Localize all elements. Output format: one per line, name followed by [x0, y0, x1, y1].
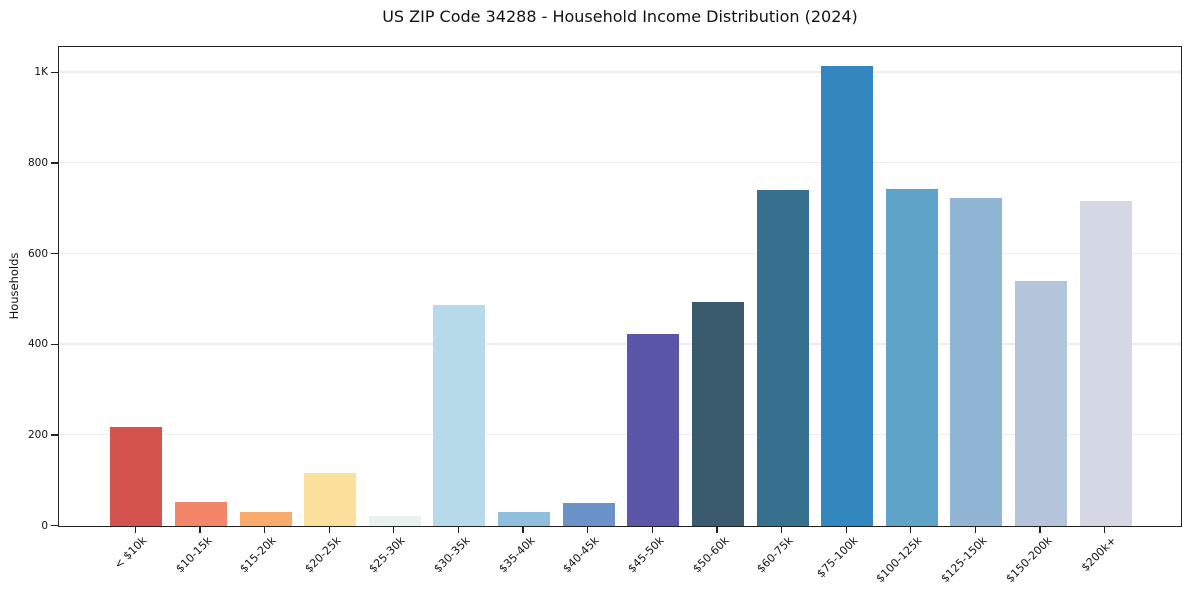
x-tick-label: $30-35k [431, 534, 473, 576]
x-tick-mark [134, 527, 136, 533]
bar-25-30k [368, 516, 421, 526]
y-tick-label: 600 [27, 247, 48, 260]
x-tick-mark [457, 527, 460, 533]
x-tick-label: $75-100k [814, 534, 861, 581]
x-tick-mark [328, 527, 330, 533]
y-tick-mark [51, 525, 58, 527]
x-tick-label: $15-20k [237, 534, 279, 576]
x-tick-mark [199, 527, 201, 533]
gridline-600 [59, 252, 1181, 255]
bar-60-75k [756, 190, 809, 526]
y-tick-mark [51, 162, 58, 164]
y-tick-mark [51, 253, 58, 255]
gridline-800 [59, 162, 1181, 164]
bar-200k+ [1079, 201, 1132, 526]
x-tick-label: $20-25k [302, 534, 344, 576]
x-tick-label: $25-30k [366, 534, 409, 576]
x-tick-label: $45-50k [625, 534, 667, 576]
x-tick-label: $60-75k [754, 534, 796, 576]
x-tick-label: $40-45k [560, 534, 602, 576]
bar-75-100k [821, 65, 874, 526]
x-tick-label: $150-200k [1003, 534, 1055, 586]
x-tick-mark [974, 527, 977, 533]
x-tick-mark [393, 527, 395, 533]
bar-125-150k [950, 198, 1003, 526]
plot-area [58, 46, 1182, 527]
bar-20-25k [304, 473, 357, 526]
y-tick-label: 0 [41, 519, 48, 532]
x-tick-mark [1039, 527, 1041, 533]
bar-35-40k [498, 511, 551, 526]
x-tick-label: $10-15k [172, 534, 215, 576]
y-tick-label: 1K [34, 66, 48, 79]
gridline-200 [59, 434, 1181, 436]
y-axis-label: Households [7, 252, 21, 320]
x-tick-mark [522, 527, 524, 533]
bar-50-60k [691, 302, 744, 526]
x-tick-label: $200k+ [1078, 534, 1119, 575]
y-tick-label: 200 [27, 428, 48, 441]
bar-10k [110, 426, 163, 526]
x-tick-mark [780, 527, 783, 533]
bar-10-15k [174, 501, 227, 526]
x-tick-label: $50-60k [689, 534, 732, 576]
gridline-1000 [59, 71, 1181, 73]
bar-15-20k [239, 511, 292, 526]
x-tick-label: $100-125k [873, 534, 926, 586]
x-tick-label: $125-150k [938, 534, 990, 586]
x-tick-label: $35-40k [495, 534, 538, 576]
y-tick-mark [51, 71, 58, 73]
bar-40-45k [562, 503, 615, 526]
y-tick-mark [51, 434, 58, 436]
chart-title: US ZIP Code 34288 - Household Income Dis… [382, 7, 858, 26]
x-tick-mark [845, 527, 847, 533]
bar-30-35k [433, 304, 486, 526]
bar-100-125k [885, 188, 938, 526]
gridline-400 [59, 343, 1181, 345]
x-tick-mark [587, 527, 589, 533]
x-tick-mark [263, 527, 266, 533]
y-tick-label: 400 [27, 338, 48, 351]
x-tick-label: < $10k [111, 534, 150, 572]
bar-150-200k [1015, 281, 1068, 526]
bar-45-50k [627, 334, 680, 526]
x-tick-mark [1104, 527, 1106, 533]
x-tick-mark [716, 527, 718, 533]
y-tick-mark [51, 343, 58, 345]
x-tick-mark [910, 527, 912, 533]
x-tick-mark [651, 527, 653, 533]
y-tick-label: 800 [27, 156, 48, 169]
